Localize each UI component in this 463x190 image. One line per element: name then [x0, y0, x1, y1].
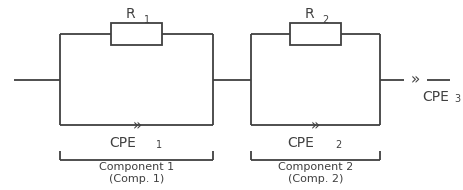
Text: R: R [304, 7, 313, 21]
Bar [289, 23, 340, 45]
Text: CPE: CPE [421, 90, 448, 104]
Text: 1: 1 [156, 140, 162, 150]
Text: Component 2
(Comp. 2): Component 2 (Comp. 2) [277, 162, 352, 184]
Text: 2: 2 [334, 140, 340, 150]
Text: »: » [132, 118, 141, 133]
Text: »: » [310, 118, 319, 133]
Text: 3: 3 [453, 94, 459, 104]
Bar [111, 23, 162, 45]
Text: CPE: CPE [287, 136, 314, 150]
Text: »: » [410, 72, 419, 87]
Text: R: R [125, 7, 135, 21]
Text: Component 1
(Comp. 1): Component 1 (Comp. 1) [99, 162, 174, 184]
Text: CPE: CPE [109, 136, 136, 150]
Text: 1: 1 [144, 15, 150, 25]
Text: 2: 2 [322, 15, 328, 25]
